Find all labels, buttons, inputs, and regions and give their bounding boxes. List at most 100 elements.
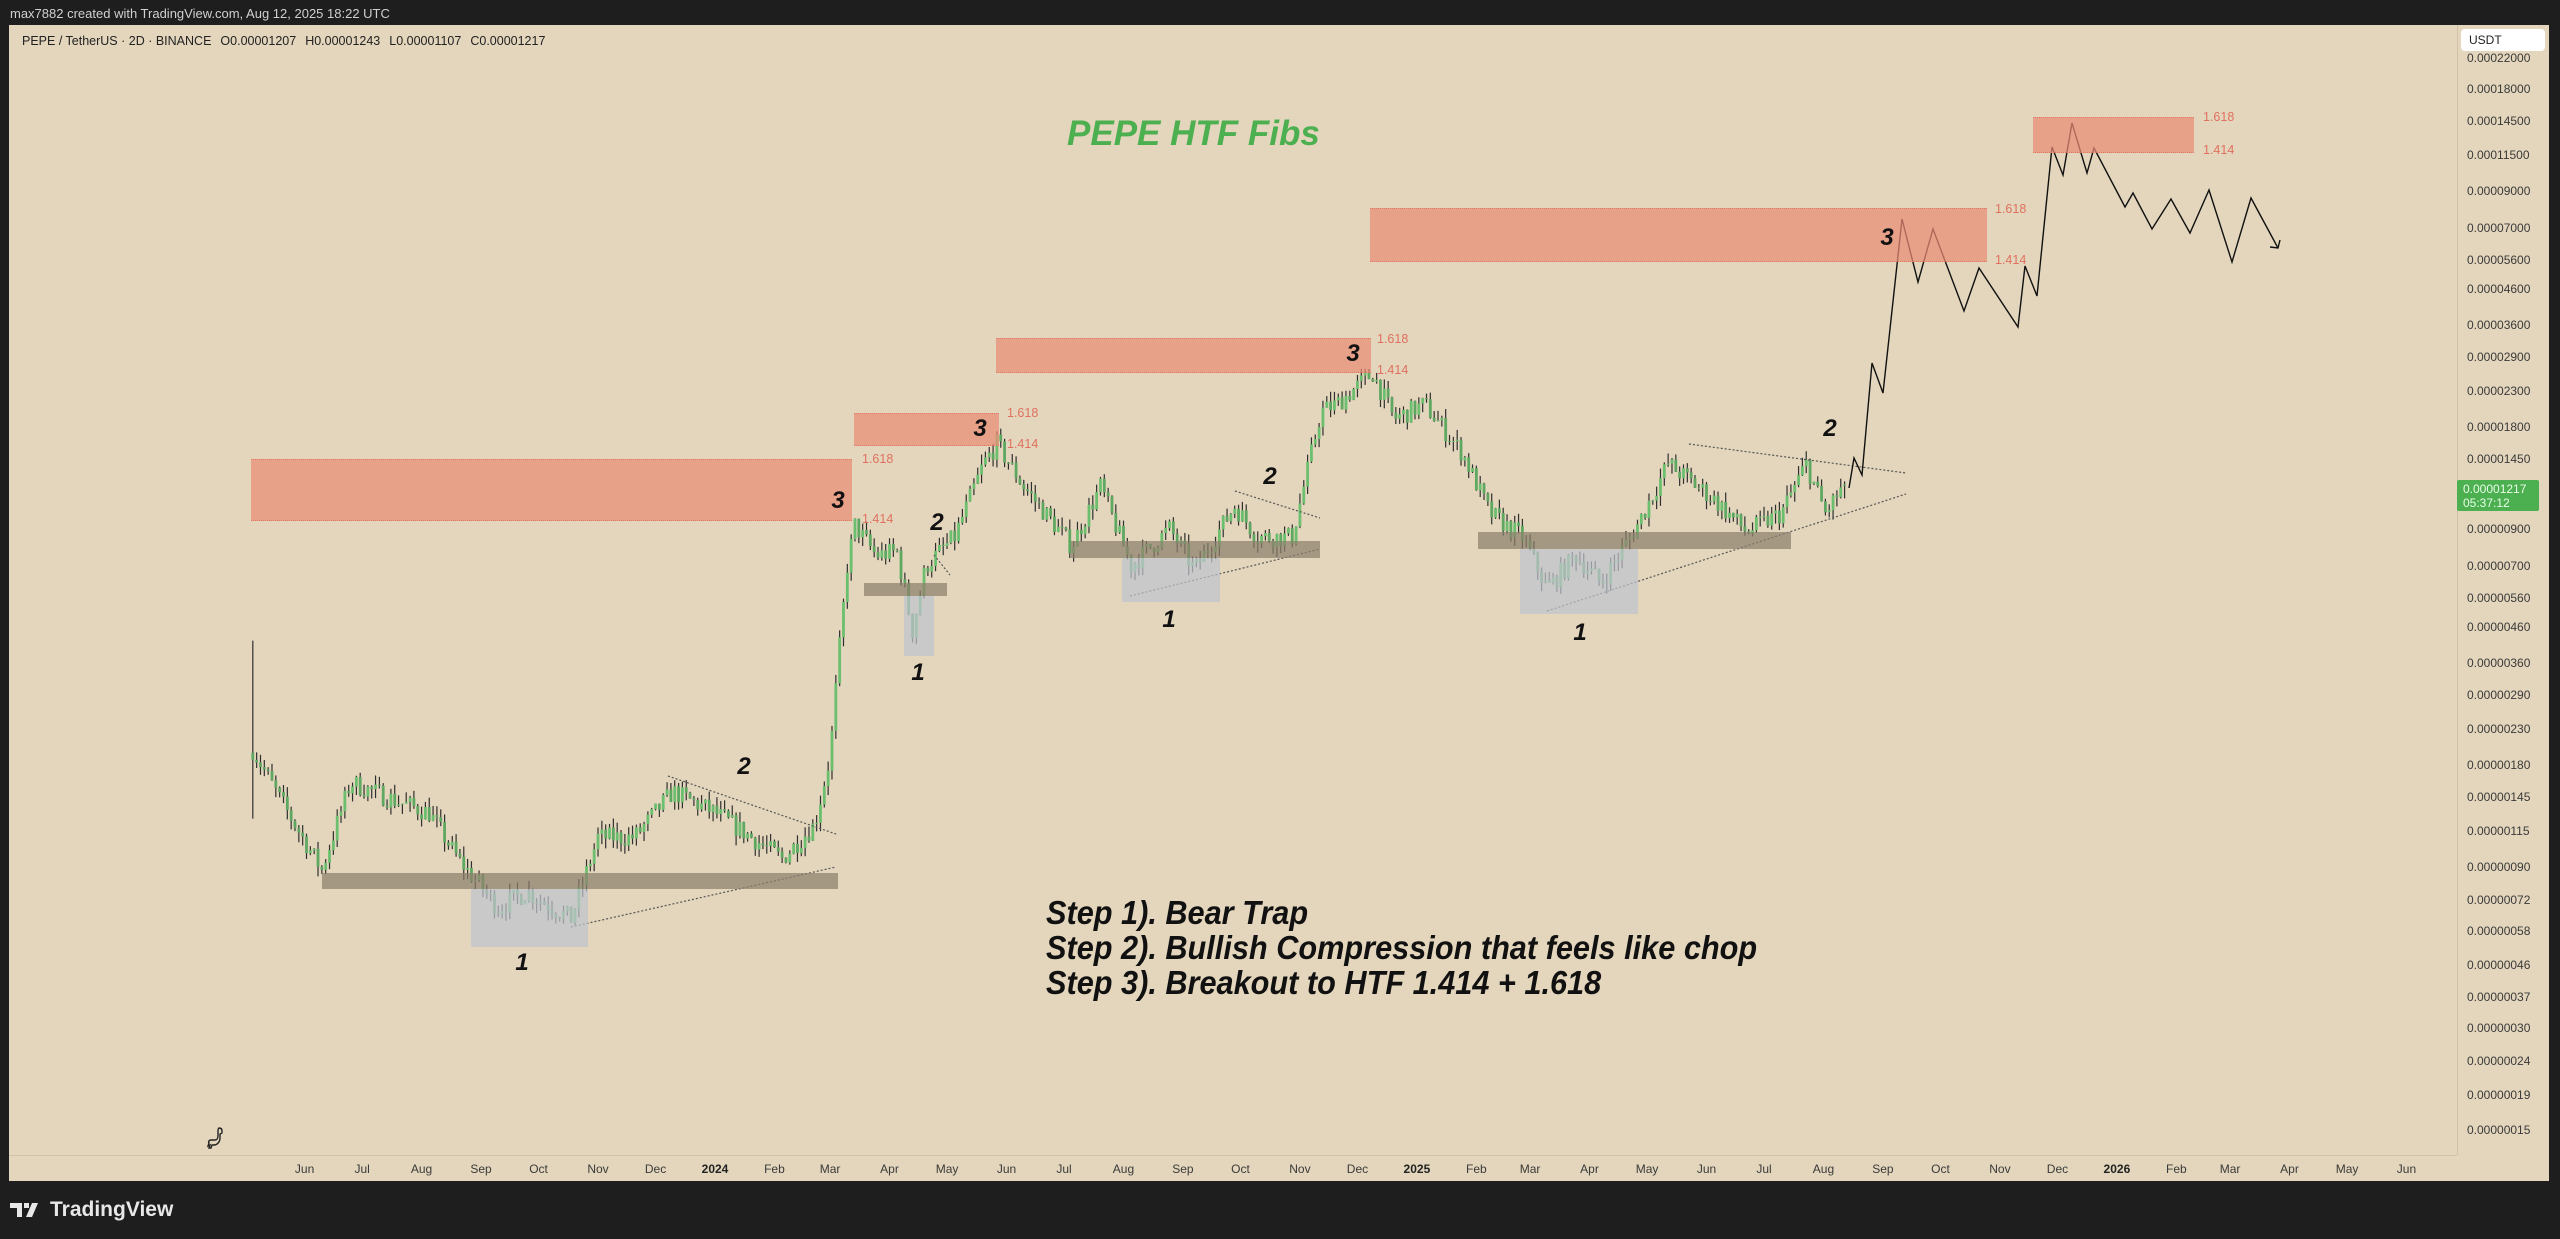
candle-body xyxy=(1283,533,1286,546)
symbol-name[interactable]: PEPE / TetherUS · 2D · BINANCE xyxy=(22,34,212,48)
price-tick: 0.00001450 xyxy=(2467,451,2531,466)
candle-body xyxy=(592,849,596,864)
fib-zone-4[interactable] xyxy=(1370,208,1987,262)
fib-zone-1[interactable] xyxy=(251,459,852,521)
currency-selector[interactable]: USDT xyxy=(2461,29,2545,51)
price-tick: 0.00000046 xyxy=(2467,958,2531,973)
candle-body xyxy=(1417,403,1421,415)
fib-label-1618: 1.618 xyxy=(1377,332,1409,346)
candle-body xyxy=(282,792,285,797)
candle-body xyxy=(1501,512,1505,532)
support-zone-3[interactable] xyxy=(1071,541,1320,558)
trendline-support[interactable] xyxy=(570,866,837,928)
candle-body xyxy=(757,843,761,850)
fib-zone-3[interactable] xyxy=(996,338,1371,373)
price-tick: 0.00002900 xyxy=(2467,350,2531,364)
candle-body xyxy=(788,853,792,863)
candle-body xyxy=(308,850,312,854)
trendline-resistance[interactable] xyxy=(667,775,837,835)
candle-body xyxy=(1682,468,1685,479)
fib-label-1414: 1.414 xyxy=(1007,437,1039,451)
bear-trap-zone-2[interactable] xyxy=(904,596,934,656)
candle-body xyxy=(1513,522,1517,538)
candle-body xyxy=(1812,481,1816,484)
time-axis[interactable] xyxy=(9,1155,2457,1182)
last-price-value: 0.00001217 xyxy=(2463,482,2527,496)
chart-title: PEPE HTF Fibs xyxy=(1067,114,1320,153)
candle-body xyxy=(661,795,665,810)
candle-body xyxy=(1754,516,1758,531)
time-tick: 2025 xyxy=(1403,1162,1431,1176)
candle-body xyxy=(393,793,397,806)
candle-body xyxy=(1022,484,1026,490)
price-tick: 0.00003600 xyxy=(2467,318,2531,333)
price-axis[interactable] xyxy=(2457,25,2550,1155)
bear-trap-zone-3[interactable] xyxy=(1122,558,1220,602)
candle-body xyxy=(454,841,458,854)
fib-label-1414: 1.414 xyxy=(1995,253,2027,267)
price-tick: 0.00000700 xyxy=(2467,558,2531,573)
candle-body xyxy=(1287,528,1290,534)
price-tick: 0.00000180 xyxy=(2467,758,2531,773)
candle-body xyxy=(1839,487,1843,497)
support-zone-2[interactable] xyxy=(864,583,947,596)
candle-body xyxy=(934,550,937,567)
candle-body xyxy=(420,814,423,820)
candle-body xyxy=(347,790,351,794)
candle-body xyxy=(1800,466,1804,476)
bear-trap-zone-4[interactable] xyxy=(1520,549,1638,614)
candle-body xyxy=(1114,512,1118,533)
candle-body xyxy=(1432,417,1436,422)
wave-label: 2 xyxy=(930,509,944,536)
time-tick: Jul xyxy=(354,1162,370,1176)
candle-body xyxy=(926,567,930,572)
candle-body xyxy=(1363,372,1367,376)
candle-body xyxy=(1797,475,1800,485)
time-tick: May xyxy=(1635,1162,1659,1176)
candle-body xyxy=(1026,489,1030,492)
trendline-resistance[interactable] xyxy=(933,554,951,576)
projection-arrow-icon[interactable] xyxy=(2269,239,2281,249)
candle-body xyxy=(730,815,734,818)
candle-body xyxy=(857,518,861,538)
fib-label-1414: 1.414 xyxy=(862,512,894,526)
trendline-resistance[interactable] xyxy=(1234,490,1321,519)
candle-body xyxy=(826,770,830,787)
trendline-support[interactable] xyxy=(1546,493,1907,612)
support-zone-4[interactable] xyxy=(1478,532,1791,549)
support-zone-1[interactable] xyxy=(322,873,838,889)
candle-body xyxy=(1175,534,1179,544)
bear-trap-zone-1[interactable] xyxy=(471,889,588,947)
fib-zone-5[interactable] xyxy=(2033,117,2194,153)
candle-body xyxy=(324,862,328,870)
candle-body xyxy=(1831,495,1835,511)
ohlc-close: C0.00001217 xyxy=(470,34,546,48)
candle-body xyxy=(1774,510,1777,514)
fib-zone-2[interactable] xyxy=(854,413,999,446)
time-tick: 2026 xyxy=(2103,1162,2131,1176)
price-tick: 0.00000019 xyxy=(2467,1088,2531,1103)
candle-body xyxy=(1735,514,1739,518)
candle-body xyxy=(796,843,799,853)
dinosaur-icon[interactable] xyxy=(204,1126,228,1155)
candle-body xyxy=(351,786,354,794)
price-tick: 0.00000290 xyxy=(2467,688,2531,703)
candle-body xyxy=(642,824,646,832)
projection-path[interactable] xyxy=(1848,122,2279,489)
candle-body xyxy=(872,546,876,553)
candle-body xyxy=(849,539,853,573)
candle-body xyxy=(600,829,604,834)
candle-body xyxy=(1398,414,1402,419)
candle-body xyxy=(1003,441,1006,463)
chart-panel[interactable] xyxy=(9,25,2549,1181)
candle-body xyxy=(1636,524,1639,539)
candle-body xyxy=(1390,397,1394,413)
candle-body xyxy=(339,811,343,816)
time-tick: Nov xyxy=(1289,1162,1311,1176)
candle-body xyxy=(1310,444,1313,462)
trendline-resistance[interactable] xyxy=(1688,443,1907,474)
candle-body xyxy=(397,804,400,806)
candle-body xyxy=(259,762,262,768)
candle-body xyxy=(374,784,377,790)
